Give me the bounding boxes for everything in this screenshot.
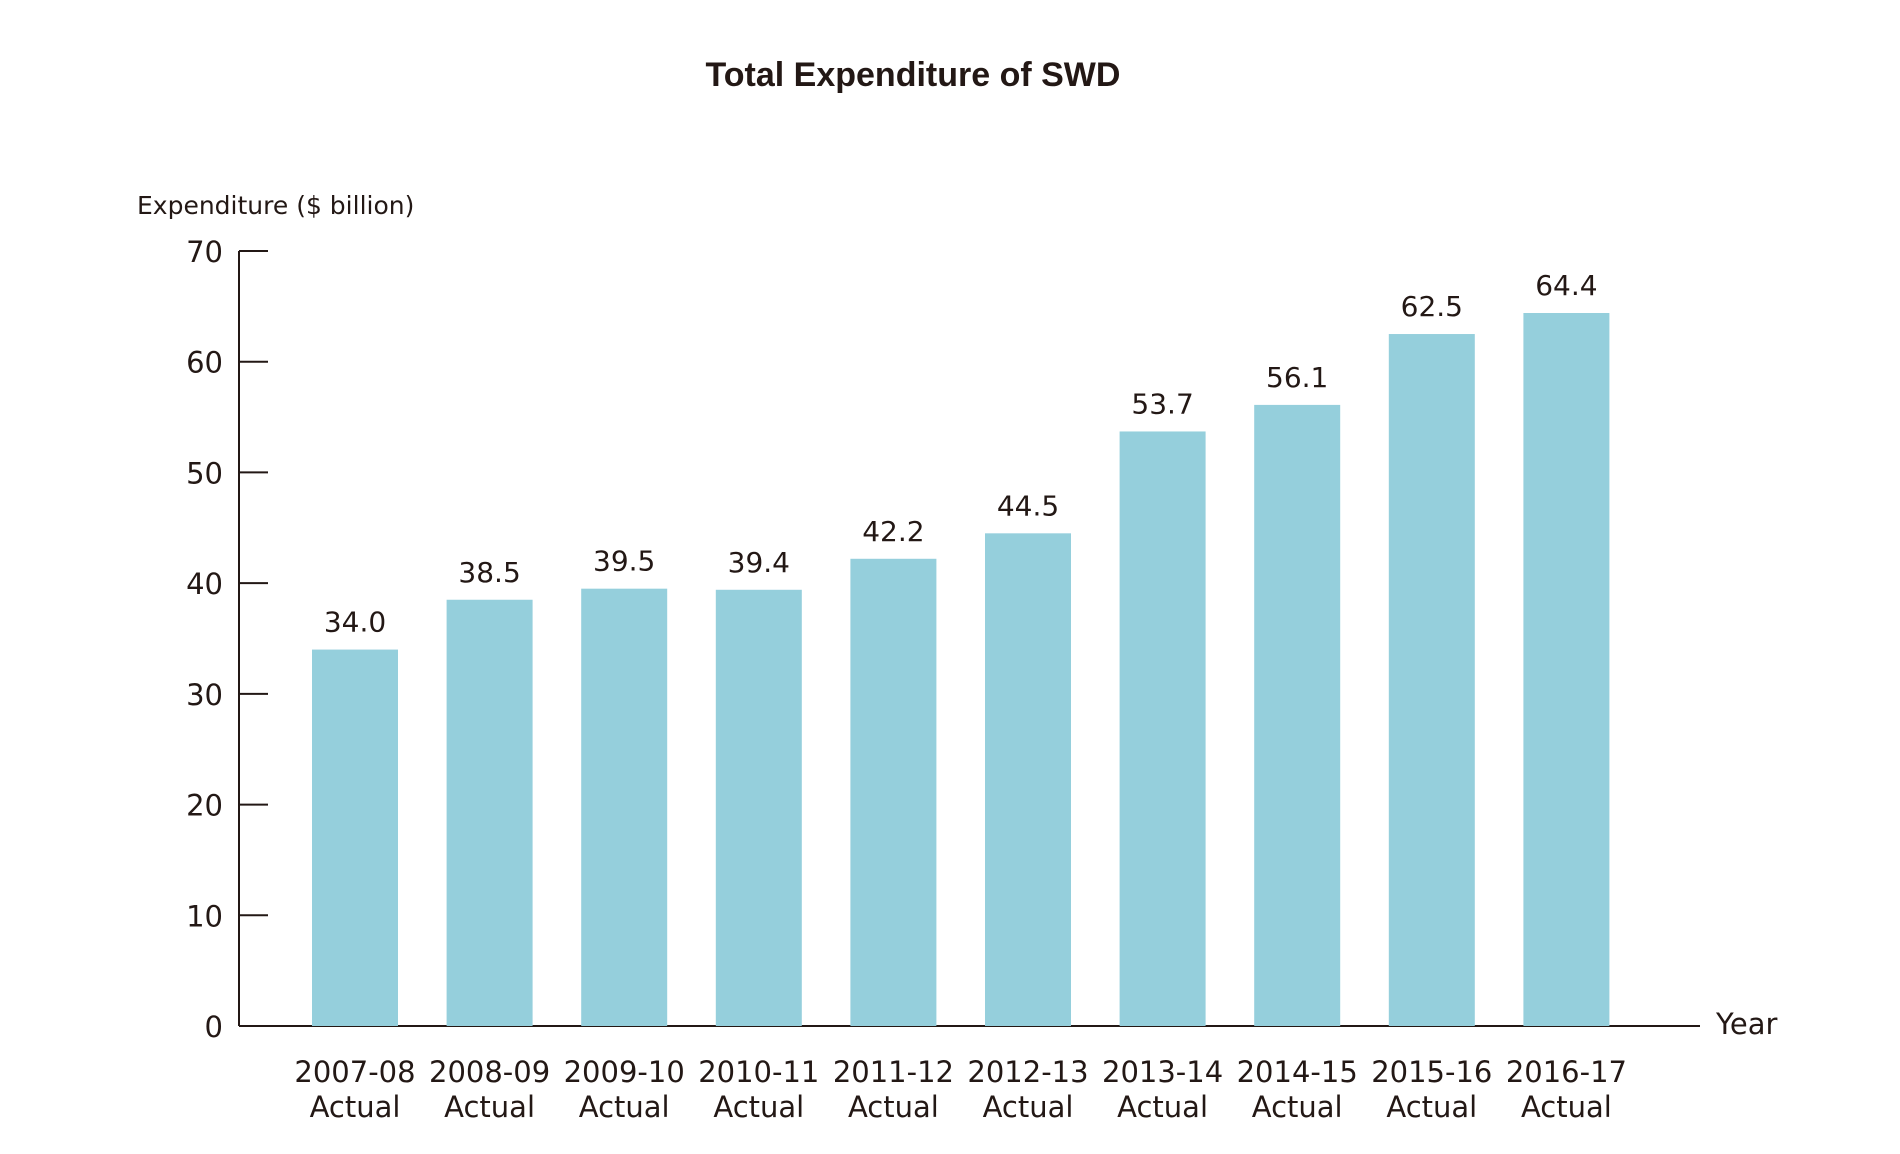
- bars-group: [312, 313, 1610, 1027]
- y-tick-label: 30: [186, 678, 223, 712]
- data-label: 42.2: [862, 515, 924, 548]
- bar: [312, 649, 398, 1026]
- x-tick-label-year: 2008-09: [429, 1055, 550, 1089]
- data-labels-group: 34.0 38.5 39.5 39.4 42.2 44.5 53.7 56.1 62.5 64.4: [324, 269, 1598, 639]
- y-tick-label: 20: [186, 789, 223, 823]
- y-tick-label: 0: [205, 1010, 223, 1044]
- data-label: 53.7: [1131, 387, 1193, 420]
- x-tick-label-year: 2016-17: [1506, 1055, 1627, 1089]
- x-tick-label-status: Actual: [579, 1090, 670, 1124]
- bar: [446, 599, 533, 1026]
- x-tick-label-year: 2015-16: [1371, 1055, 1492, 1089]
- chart-title: Total Expenditure of SWD: [706, 56, 1121, 94]
- bar: [581, 588, 668, 1026]
- x-tick-label-status: Actual: [1521, 1090, 1612, 1124]
- x-tick-label-status: Actual: [1252, 1090, 1343, 1124]
- data-label: 56.1: [1266, 361, 1328, 394]
- x-tick-label-year: 2011-12: [833, 1055, 954, 1089]
- bar: [985, 533, 1071, 1026]
- bar: [1254, 404, 1341, 1027]
- y-tick-label: 10: [186, 899, 223, 933]
- data-label: 64.4: [1535, 269, 1597, 302]
- bar: [1388, 334, 1475, 1026]
- bar: [1523, 313, 1610, 1026]
- x-tick-label-status: Actual: [713, 1090, 804, 1124]
- x-tick-label-year: 2013-14: [1102, 1055, 1223, 1089]
- x-tick-label-year: 2012-13: [967, 1055, 1088, 1089]
- y-axis-ticks: 0 10 20 30 40 50 60 70: [186, 235, 268, 1044]
- bar: [850, 558, 937, 1026]
- data-label: 39.5: [593, 545, 655, 578]
- y-tick-label: 70: [186, 235, 223, 269]
- x-axis-title: Year: [1715, 1007, 1777, 1041]
- y-tick-label: 40: [186, 567, 223, 601]
- x-axis-tick-labels: 2007-08Actual2008-09Actual2009-10Actual2…: [294, 1055, 1627, 1124]
- data-label: 34.0: [324, 606, 386, 639]
- bar: [715, 589, 802, 1026]
- x-tick-label-year: 2007-08: [294, 1055, 415, 1089]
- x-tick-label-year: 2009-10: [564, 1055, 685, 1089]
- bar: [1119, 431, 1206, 1026]
- data-label: 38.5: [458, 556, 520, 589]
- x-tick-label-status: Actual: [983, 1090, 1074, 1124]
- x-tick-label-status: Actual: [1117, 1090, 1208, 1124]
- x-tick-label-year: 2010-11: [698, 1055, 819, 1089]
- data-label: 39.4: [728, 546, 790, 579]
- x-tick-label-year: 2014-15: [1237, 1055, 1358, 1089]
- y-axis-title: Expenditure ($ billion): [137, 191, 414, 220]
- y-tick-label: 50: [186, 456, 223, 490]
- data-label: 62.5: [1401, 290, 1463, 323]
- x-tick-label-status: Actual: [310, 1090, 401, 1124]
- data-label: 44.5: [997, 489, 1059, 522]
- x-tick-label-status: Actual: [1386, 1090, 1477, 1124]
- y-tick-label: 60: [186, 346, 223, 380]
- x-tick-label-status: Actual: [848, 1090, 939, 1124]
- x-tick-label-status: Actual: [444, 1090, 535, 1124]
